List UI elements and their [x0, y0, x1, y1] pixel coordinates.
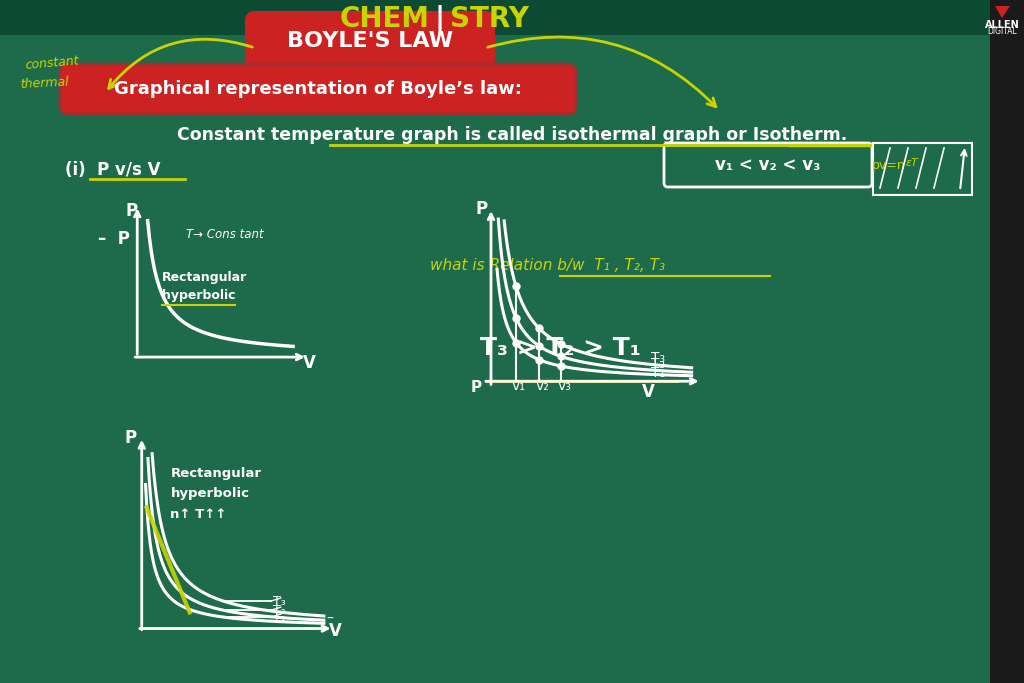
Text: what is Relation b/w  T₁ , T₂, T₃: what is Relation b/w T₁ , T₂, T₃ [430, 258, 666, 273]
Text: P: P [125, 429, 136, 447]
Text: (i)  P v/s V: (i) P v/s V [65, 161, 161, 179]
Text: –  P: – P [98, 230, 130, 248]
Text: BOYLE'S LAW: BOYLE'S LAW [287, 31, 453, 51]
Text: Constant temperature graph is called isothermal graph or Isotherm.: Constant temperature graph is called iso… [177, 126, 847, 144]
Text: v₃: v₃ [557, 379, 571, 393]
Text: v₂: v₂ [536, 379, 549, 393]
Text: thermal: thermal [20, 75, 70, 91]
Text: T₁: T₁ [651, 367, 666, 380]
Text: Rectangular: Rectangular [170, 467, 261, 480]
Text: |: | [435, 5, 445, 33]
Text: T₁: T₁ [273, 611, 286, 624]
Text: pv=n: pv=n [872, 158, 906, 171]
Text: –: – [327, 612, 334, 626]
Text: STRY: STRY [450, 5, 529, 33]
Text: T₂: T₂ [651, 357, 666, 371]
FancyArrowPatch shape [109, 39, 252, 88]
Text: n↑ T↑↑: n↑ T↑↑ [170, 507, 227, 520]
Text: T₃: T₃ [651, 352, 666, 365]
Text: εT: εT [906, 158, 919, 168]
Text: hyperbolic: hyperbolic [170, 488, 250, 501]
Polygon shape [995, 6, 1010, 18]
Text: v₁: v₁ [512, 379, 526, 393]
Polygon shape [0, 0, 1024, 35]
FancyBboxPatch shape [60, 64, 575, 114]
Text: V: V [329, 622, 342, 639]
FancyBboxPatch shape [247, 13, 493, 69]
Text: constant: constant [25, 54, 80, 72]
Text: hyperbolic: hyperbolic [162, 289, 236, 302]
Text: v₁ < v₂ < v₃: v₁ < v₂ < v₃ [716, 156, 820, 174]
Text: ALLEN: ALLEN [985, 20, 1019, 30]
Text: P: P [126, 202, 137, 221]
Text: P: P [476, 200, 488, 219]
Text: T₃: T₃ [273, 594, 286, 607]
Text: T→ Cons tant: T→ Cons tant [186, 228, 263, 241]
Text: Graphical representation of Boyle’s law:: Graphical representation of Boyle’s law: [114, 80, 522, 98]
Text: CHEM: CHEM [340, 5, 430, 33]
Text: V: V [641, 382, 654, 400]
Text: T₃ > T₂ > T₁: T₃ > T₂ > T₁ [480, 336, 641, 360]
Text: T₂: T₂ [273, 604, 286, 617]
Text: DIGITAL: DIGITAL [987, 27, 1017, 36]
Text: P: P [471, 380, 482, 395]
Text: V: V [303, 354, 315, 372]
Polygon shape [990, 0, 1024, 683]
Text: Rectangular: Rectangular [162, 271, 247, 284]
FancyArrowPatch shape [487, 37, 716, 107]
